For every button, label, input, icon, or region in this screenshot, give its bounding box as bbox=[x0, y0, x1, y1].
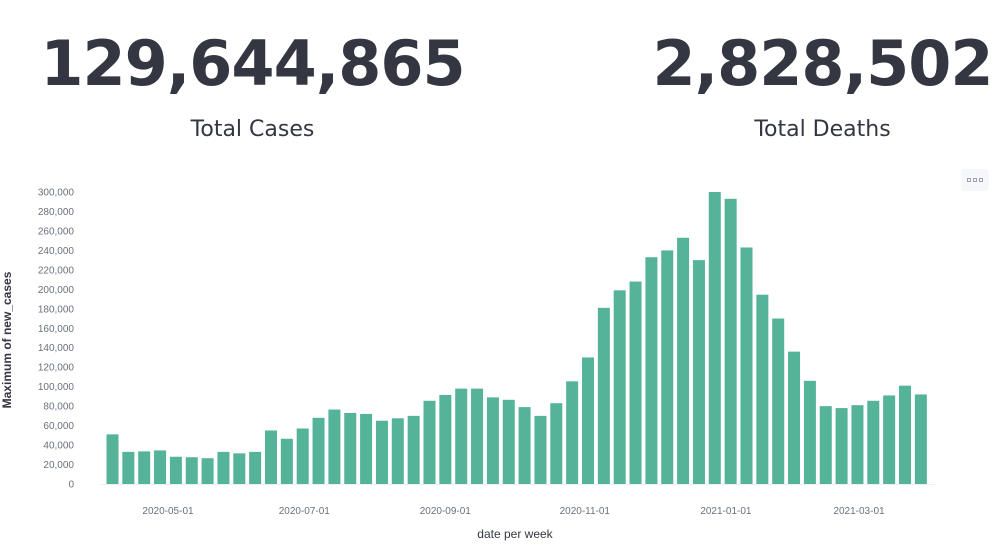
bar[interactable] bbox=[518, 407, 531, 484]
bar[interactable] bbox=[724, 198, 737, 484]
bar[interactable] bbox=[217, 451, 230, 484]
bar[interactable] bbox=[502, 399, 515, 484]
y-tick-label: 200,000 bbox=[38, 285, 75, 296]
y-tick-label: 280,000 bbox=[38, 207, 75, 218]
bar[interactable] bbox=[582, 357, 594, 484]
y-tick-label: 300,000 bbox=[38, 188, 75, 199]
bar[interactable] bbox=[455, 388, 468, 484]
x-tick-label: 2020-07-01 bbox=[279, 506, 331, 517]
bar[interactable] bbox=[899, 385, 911, 484]
y-tick-label: 40,000 bbox=[43, 441, 74, 452]
total-deaths-metric: 2,828,502 Total Deaths bbox=[650, 28, 995, 144]
bar[interactable] bbox=[106, 434, 119, 484]
bar[interactable] bbox=[740, 247, 753, 484]
y-tick-label: 0 bbox=[68, 480, 74, 491]
total-cases-label: Total Cases bbox=[190, 117, 315, 142]
ellipsis-icon bbox=[967, 178, 971, 182]
x-axis: 2020-05-01 2020-07-01 2020-09-01 2020-11-01… bbox=[100, 484, 935, 517]
bar[interactable] bbox=[629, 281, 642, 484]
bar[interactable] bbox=[566, 381, 579, 484]
bar[interactable] bbox=[407, 415, 420, 484]
y-tick-label: 20,000 bbox=[43, 460, 74, 471]
bar[interactable] bbox=[122, 451, 135, 484]
bar[interactable] bbox=[613, 290, 626, 484]
bar[interactable] bbox=[692, 260, 705, 484]
bar[interactable] bbox=[914, 394, 927, 484]
y-axis-title: Maximum of new_cases bbox=[0, 271, 14, 408]
bar[interactable] bbox=[883, 395, 896, 484]
y-tick-label: 160,000 bbox=[38, 324, 75, 335]
bar[interactable] bbox=[249, 451, 262, 484]
y-tick-label: 180,000 bbox=[38, 304, 75, 315]
bar[interactable] bbox=[344, 412, 357, 484]
bar[interactable] bbox=[169, 456, 182, 484]
bar[interactable] bbox=[423, 400, 436, 484]
bar[interactable] bbox=[439, 394, 452, 484]
bar[interactable] bbox=[328, 409, 341, 484]
bar[interactable] bbox=[296, 428, 309, 484]
bar[interactable] bbox=[661, 250, 674, 484]
bar[interactable] bbox=[185, 457, 198, 484]
bar[interactable] bbox=[154, 450, 167, 484]
y-tick-label: 260,000 bbox=[38, 226, 75, 237]
bar[interactable] bbox=[312, 417, 325, 484]
x-axis-title: date per week bbox=[477, 527, 553, 541]
bar[interactable] bbox=[201, 458, 214, 484]
bar[interactable] bbox=[550, 403, 563, 484]
x-tick-label: 2020-05-01 bbox=[142, 506, 194, 517]
y-tick-label: 240,000 bbox=[38, 246, 75, 257]
ellipsis-icon bbox=[979, 178, 983, 182]
bar[interactable] bbox=[708, 192, 721, 484]
bars bbox=[106, 192, 927, 484]
x-tick-label: 2021-03-01 bbox=[833, 506, 885, 517]
bar[interactable] bbox=[280, 438, 293, 484]
bar[interactable] bbox=[788, 351, 801, 484]
y-tick-label: 80,000 bbox=[43, 402, 74, 413]
panel-options-button[interactable] bbox=[961, 169, 989, 191]
y-tick-label: 100,000 bbox=[38, 382, 75, 393]
total-deaths-value: 2,828,502 bbox=[652, 27, 993, 100]
bar[interactable] bbox=[677, 237, 690, 484]
x-tick-label: 2021-01-01 bbox=[700, 506, 752, 517]
bar[interactable] bbox=[391, 418, 404, 484]
bar[interactable] bbox=[835, 408, 848, 484]
bar[interactable] bbox=[534, 415, 547, 484]
x-tick-label: 2020-09-01 bbox=[420, 506, 472, 517]
y-tick-label: 140,000 bbox=[38, 343, 75, 354]
bar[interactable] bbox=[867, 400, 880, 484]
bar[interactable] bbox=[645, 257, 658, 484]
bar[interactable] bbox=[486, 397, 499, 484]
total-cases-value: 129,644,865 bbox=[40, 27, 465, 100]
bar[interactable] bbox=[233, 453, 246, 484]
bar[interactable] bbox=[819, 406, 832, 484]
bar[interactable] bbox=[851, 405, 864, 484]
bar[interactable] bbox=[265, 430, 277, 484]
y-tick-label: 220,000 bbox=[38, 265, 75, 276]
bar[interactable] bbox=[471, 388, 484, 484]
y-axis: 0 20,000 40,000 60,000 80,000 100,000 120,000 1… bbox=[38, 188, 75, 491]
total-deaths-label: Total Deaths bbox=[754, 117, 891, 142]
bar[interactable] bbox=[772, 318, 785, 484]
x-tick-label: 2020-11-01 bbox=[560, 506, 611, 517]
bar[interactable] bbox=[756, 294, 769, 484]
total-cases-metric: 129,644,865 Total Cases bbox=[40, 28, 465, 144]
y-tick-label: 120,000 bbox=[38, 363, 75, 374]
bar[interactable] bbox=[360, 413, 373, 484]
bar[interactable] bbox=[803, 380, 816, 484]
ellipsis-icon bbox=[973, 178, 977, 182]
bar[interactable] bbox=[375, 420, 388, 484]
bar[interactable] bbox=[138, 451, 151, 484]
bar[interactable] bbox=[597, 307, 610, 484]
y-tick-label: 60,000 bbox=[43, 421, 74, 432]
